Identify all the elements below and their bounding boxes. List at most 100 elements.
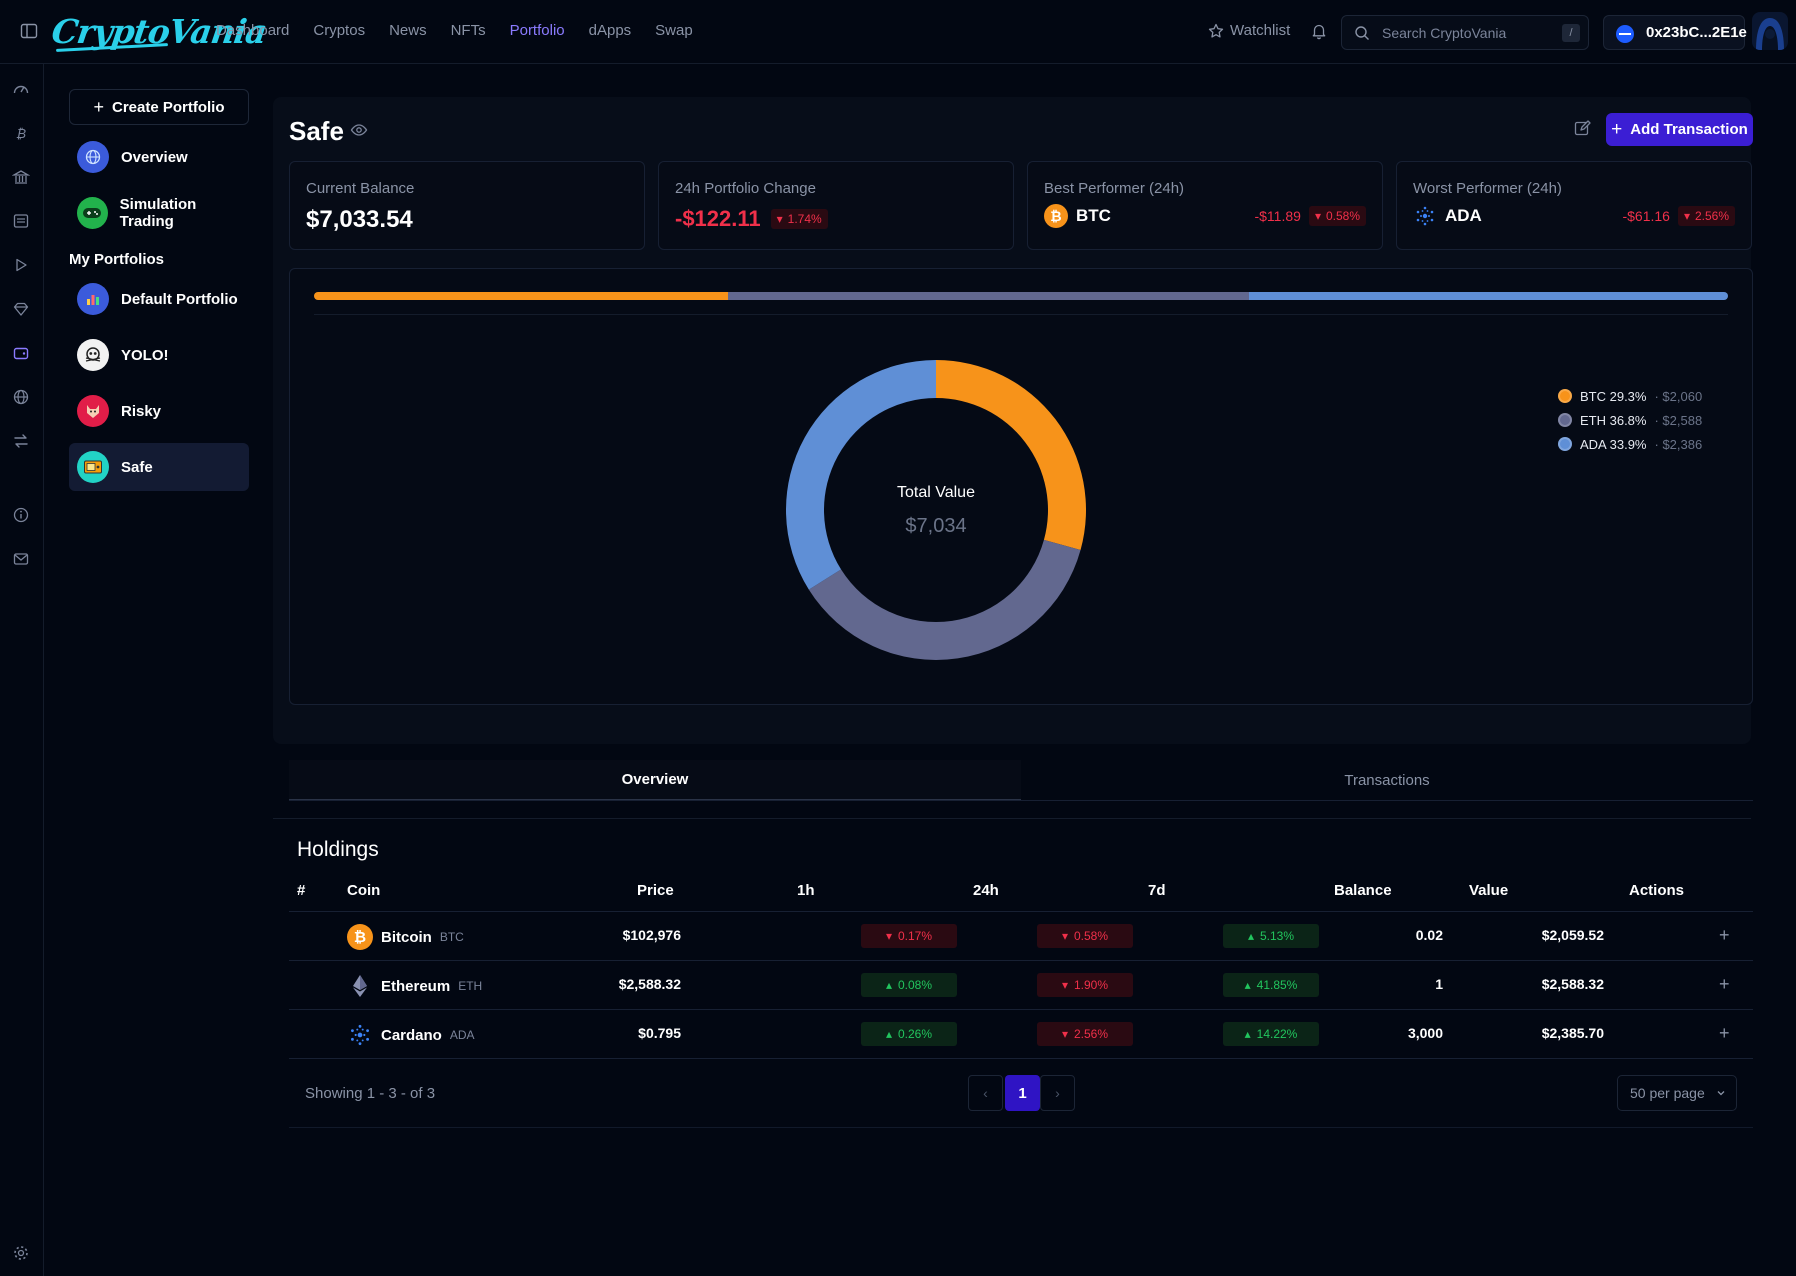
caret-down-icon: ▾ — [1683, 209, 1690, 223]
legend-item-eth[interactable]: ETH 36.8% · $2,588 — [1558, 408, 1702, 432]
bank-icon[interactable] — [12, 168, 30, 186]
add-transaction-label: Add Transaction — [1630, 121, 1748, 138]
stat-label: Worst Performer (24h) — [1413, 180, 1562, 197]
svg-text:₿: ₿ — [354, 928, 366, 946]
change-7d-badge: ▴ 5.13% — [1223, 924, 1319, 948]
safe-icon — [77, 451, 109, 483]
donut-slice-btc[interactable] — [936, 360, 1086, 551]
sidebar-item-label: Simulation Trading — [119, 196, 197, 230]
search-input[interactable]: Search CryptoVania / — [1341, 15, 1589, 50]
sidebar-item-label: Overview — [121, 148, 188, 166]
sidebar-toggle-icon[interactable] — [20, 22, 38, 40]
search-placeholder: Search CryptoVania — [1382, 24, 1507, 41]
wallet-button[interactable]: 0x23bC...2E1e — [1603, 15, 1747, 50]
legend-value: · $2,386 — [1654, 436, 1703, 452]
sidebar-item-overview[interactable]: Overview — [69, 133, 249, 181]
value-cell: $2,588.32 — [1541, 976, 1604, 992]
donut-center-value: $7,034 — [905, 515, 966, 537]
page-1-button[interactable]: 1 — [1005, 1075, 1040, 1111]
worst-performer-card: Worst Performer (24h) ADA -$61.16 ▾ 2.56% — [1396, 161, 1752, 250]
coin-symbol: ETH — [458, 979, 483, 993]
coin-cell[interactable]: ₿ Bitcoin BTC — [347, 924, 464, 950]
change-1h-badge: ▴ 0.26% — [861, 1022, 957, 1046]
sidebar-item-label: Risky — [121, 402, 162, 420]
settings-gear-icon[interactable] — [12, 1244, 30, 1262]
badge-value: 5.13% — [1260, 929, 1295, 943]
legend-dot — [1558, 437, 1572, 451]
allocation-bar-segment-eth — [728, 292, 1249, 300]
nav-news[interactable]: News — [389, 22, 427, 39]
bell-icon[interactable] — [1310, 22, 1328, 40]
diamond-icon[interactable] — [12, 300, 30, 318]
donut-slice-eth[interactable] — [808, 539, 1081, 660]
column-header: # — [297, 882, 306, 899]
add-to-holding-plus-icon[interactable]: + — [1719, 1023, 1730, 1043]
coin-cell[interactable]: Cardano ADA — [347, 1022, 475, 1048]
tab-overview[interactable]: Overview — [289, 760, 1021, 800]
gauge-icon[interactable] — [12, 80, 30, 98]
legend-item-btc[interactable]: BTC 29.3% · $2,060 — [1558, 384, 1702, 408]
legend-value: · $2,060 — [1654, 388, 1703, 404]
prev-page-button[interactable]: ‹ — [968, 1075, 1003, 1111]
sidebar-item-risky[interactable]: Risky — [69, 387, 249, 435]
allocation-bar — [314, 292, 1728, 300]
balance-cell: 3,000 — [1407, 1025, 1443, 1041]
bitcoin-icon[interactable]: ₿ — [12, 124, 30, 142]
wallet-icon — [1616, 25, 1634, 43]
change-7d-badge: ▴ 14.22% — [1223, 1022, 1319, 1046]
per-page-value: 50 per page — [1630, 1085, 1705, 1101]
table-row: ₿ Bitcoin BTC $102,976 ▾ 0.17% ▾ 0.58% ▴ 5.… — [289, 912, 1753, 961]
sidebar-item-default-portfolio[interactable]: Default Portfolio — [69, 275, 249, 323]
nav-swap[interactable]: Swap — [655, 22, 693, 39]
create-portfolio-button[interactable]: + Create Portfolio — [69, 89, 249, 125]
current-balance-card: Current Balance $7,033.54 — [289, 161, 645, 250]
portfolio-change-value: -$122.11 — [675, 206, 761, 231]
nav-nfts[interactable]: NFTs — [450, 22, 486, 39]
per-page-select[interactable]: 50 per page — [1617, 1075, 1737, 1111]
add-to-holding-plus-icon[interactable]: + — [1719, 925, 1730, 945]
news-icon[interactable] — [12, 212, 30, 230]
sidebar-item-simulation-trading[interactable]: Simulation Trading — [69, 189, 249, 237]
best-performer-change: -$11.89 ▾ 0.58% — [1254, 206, 1366, 226]
wallet-nav-icon[interactable] — [12, 344, 30, 362]
swap-icon[interactable] — [12, 432, 30, 450]
edit-icon[interactable] — [1573, 119, 1591, 137]
sidebar-item-safe[interactable]: Safe — [69, 443, 249, 491]
legend-label: ADA 33.9% — [1580, 436, 1647, 452]
add-transaction-button[interactable]: + Add Transaction — [1606, 113, 1753, 146]
watchlist-button[interactable]: Watchlist — [1208, 22, 1290, 39]
coin-cell[interactable]: Ethereum ETH — [347, 973, 482, 999]
create-portfolio-label: Create Portfolio — [112, 98, 225, 116]
worst-performer-symbol: ADA — [1445, 206, 1482, 225]
globe-icon[interactable] — [12, 388, 30, 406]
badge-value: 1.74% — [787, 212, 822, 226]
sidebar-item-yolo[interactable]: YOLO! — [69, 331, 249, 379]
change-24h-badge: ▾ 2.56% — [1037, 1022, 1133, 1046]
add-to-holding-plus-icon[interactable]: + — [1719, 974, 1730, 994]
sidebar-item-label: YOLO! — [121, 346, 169, 364]
column-header: 24h — [973, 882, 999, 899]
coin-name: Cardano — [381, 1026, 442, 1044]
nav-dashboard[interactable]: Dashboard — [216, 22, 290, 39]
mail-icon[interactable] — [12, 550, 30, 568]
coin-symbol: ADA — [449, 1028, 475, 1042]
nav-portfolio[interactable]: Portfolio — [509, 22, 565, 39]
tab-transactions[interactable]: Transactions — [1344, 771, 1430, 789]
avatar[interactable] — [1752, 12, 1788, 50]
top-bar: CryptoVania Dashboard Cryptos News NFTs … — [0, 0, 1796, 64]
caret-icon: ▾ — [1061, 929, 1068, 943]
nav-dapps[interactable]: dApps — [588, 22, 632, 39]
star-icon — [1208, 23, 1224, 38]
next-page-button[interactable]: › — [1040, 1075, 1075, 1111]
worst-change-value: -$61.16 — [1622, 208, 1670, 224]
my-portfolios-heading: My Portfolios — [69, 251, 165, 268]
nav-cryptos[interactable]: Cryptos — [313, 22, 366, 39]
legend-item-ada[interactable]: ADA 33.9% · $2,386 — [1558, 432, 1702, 456]
caret-down-icon: ▾ — [1314, 209, 1321, 223]
info-icon[interactable] — [12, 506, 30, 524]
donut-slice-ada[interactable] — [786, 360, 936, 590]
value-cell: $2,385.70 — [1541, 1025, 1604, 1041]
eye-icon[interactable] — [350, 121, 368, 139]
play-icon[interactable] — [12, 256, 30, 274]
change-24h-badge: ▾ 0.58% — [1037, 924, 1133, 948]
